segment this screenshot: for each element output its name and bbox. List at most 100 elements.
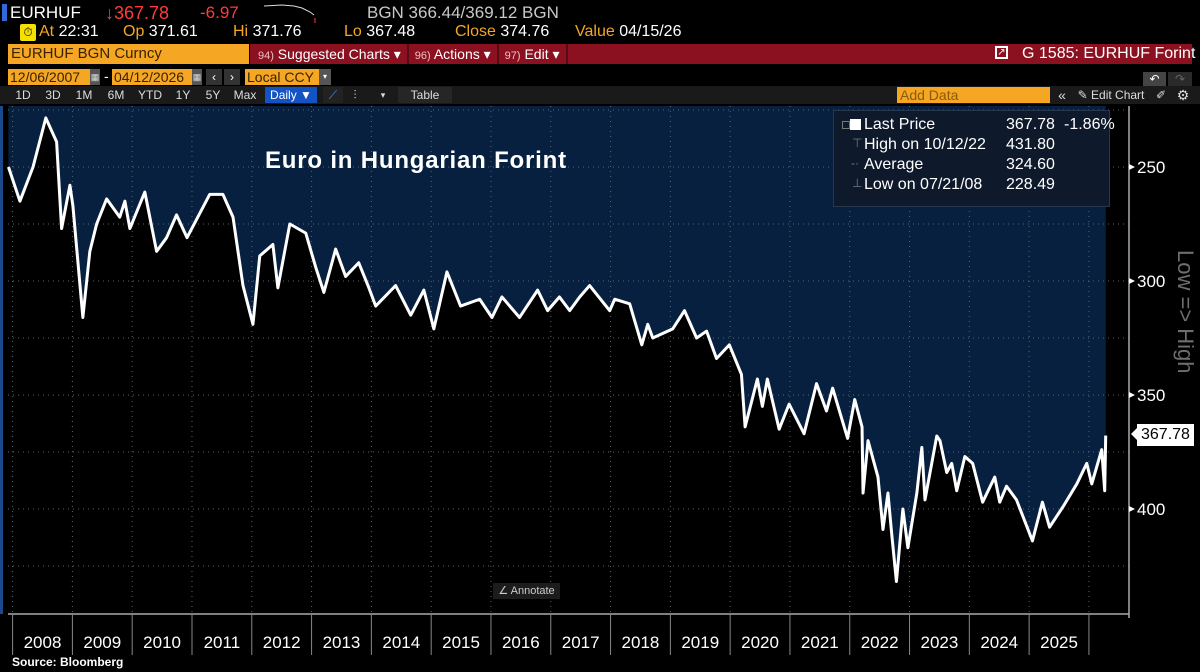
last-price-swatch <box>850 119 861 130</box>
popout-icon[interactable]: ↗ <box>995 46 1008 59</box>
last-value-label: 367.78 <box>1131 424 1194 446</box>
menu-actions[interactable]: 96) Actions ▾ <box>409 44 499 64</box>
legend-value: 431.80 <box>1006 136 1055 153</box>
high-value: 371.76 <box>252 23 302 40</box>
x-tick-label: 2022 <box>861 633 899 652</box>
add-data-input[interactable]: Add Data <box>897 87 1050 103</box>
prev-period-button[interactable]: ‹ <box>206 69 222 85</box>
x-tick-label: 2016 <box>502 633 540 652</box>
collapse-button[interactable]: « <box>1058 87 1066 103</box>
low-value: 367.48 <box>366 23 416 40</box>
high-label: Hi <box>233 23 249 40</box>
legend-value: 228.49 <box>1006 176 1055 193</box>
x-tick-label: 2019 <box>681 633 719 652</box>
line-chart-icon[interactable]: ⟋ <box>323 87 343 103</box>
pencil-icon: ∠ <box>498 585 509 597</box>
chart-title: Euro in Hungarian Forint <box>265 147 567 174</box>
alert-bell-icon[interactable]: ⏱ <box>20 24 36 41</box>
high-marker-icon: ⊤ <box>852 136 863 150</box>
date-separator: - <box>104 68 109 84</box>
start-date-field[interactable]: 12/06/2007 <box>8 69 90 85</box>
chevron-down-icon[interactable]: ▾ <box>380 90 386 100</box>
frequency-select[interactable]: Daily ▼ <box>265 87 317 103</box>
sparkline-icon <box>263 4 316 23</box>
x-tick-label: 2013 <box>323 633 361 652</box>
y-tick-label: 250 <box>1137 158 1165 177</box>
period-max[interactable]: Max <box>233 88 257 102</box>
gear-icon[interactable]: ⚙ <box>1176 87 1190 103</box>
price-line <box>7 116 1108 584</box>
last-price: ↓367.78 <box>105 3 170 23</box>
x-tick-label: 2015 <box>442 633 480 652</box>
low-label: Lo <box>344 23 362 40</box>
ticker-marker <box>2 4 7 21</box>
x-tick-label: 2021 <box>801 633 839 652</box>
x-tick-label: 2024 <box>980 633 1018 652</box>
source-note: Source: Bloomberg <box>12 655 124 669</box>
calendar-icon[interactable]: ▦ <box>90 69 100 85</box>
legend-label: Last Price <box>864 116 936 133</box>
edit-chart-button[interactable]: ✎ Edit Chart <box>1077 88 1145 102</box>
currency-select[interactable]: Local CCY <box>245 69 319 85</box>
y-tick-mark <box>1129 392 1135 398</box>
x-tick-label: 2023 <box>921 633 959 652</box>
redo-icon[interactable]: ↷ <box>1168 72 1192 86</box>
annotate-button[interactable]: ∠ Annotate <box>493 583 560 599</box>
legend-label: Low on 07/21/08 <box>864 176 983 193</box>
y-tick-label: 400 <box>1137 500 1165 519</box>
security-field[interactable]: EURHUF BGN Curncy <box>8 44 249 64</box>
at-label: At <box>39 23 55 40</box>
period-6m[interactable]: 6M <box>107 88 125 102</box>
bid-ask: BGN 366.44/369.12 BGN <box>367 3 559 22</box>
y-tick-mark <box>1129 278 1135 284</box>
chart-legend: Last Price 367.78 -1.86% ⊤ High on 10/12… <box>833 110 1115 207</box>
calendar-icon[interactable]: ▦ <box>192 69 202 85</box>
open-value: 371.61 <box>148 23 198 40</box>
period-1d[interactable]: 1D <box>15 88 31 102</box>
y-tick-label: 350 <box>1137 386 1165 405</box>
period-ytd[interactable]: YTD <box>138 88 162 102</box>
legend-label: Average <box>864 156 924 173</box>
table-button[interactable]: Table <box>398 87 452 103</box>
x-tick-label: 2020 <box>741 633 779 652</box>
y-axis-label: Low => High <box>1173 250 1198 374</box>
undo-icon[interactable]: ↶ <box>1143 72 1166 86</box>
period-1m[interactable]: 1M <box>75 88 93 102</box>
menu-edit[interactable]: 97) Edit ▾ <box>499 44 568 64</box>
open-label: Op <box>123 23 145 40</box>
x-tick-label: 2025 <box>1040 633 1078 652</box>
collapse-legend-icon[interactable] <box>842 121 850 129</box>
legend-value: 324.60 <box>1006 156 1055 173</box>
x-tick-label: 2008 <box>24 633 62 652</box>
at-time: 22:31 <box>58 23 99 40</box>
period-1y[interactable]: 1Y <box>175 88 191 102</box>
x-tick-label: 2018 <box>622 633 660 652</box>
page-title: G 1585: EURHUF Forint <box>1022 45 1196 62</box>
average-marker-icon: -· <box>851 156 859 170</box>
ticker[interactable]: EURHUF <box>10 3 81 22</box>
area-fill <box>8 106 1106 582</box>
x-tick-label: 2012 <box>263 633 301 652</box>
menu-group: 94) Suggested Charts ▾ 96) Actions ▾ 97)… <box>252 44 568 64</box>
chevron-down-icon[interactable]: ▾ <box>319 69 331 85</box>
y-tick-label: 300 <box>1137 272 1165 291</box>
menu-suggested-charts[interactable]: 94) Suggested Charts ▾ <box>252 44 409 64</box>
low-marker-icon: ⊥ <box>852 176 863 190</box>
draw-tool-icon[interactable]: ✐ <box>1155 88 1167 102</box>
period-5y[interactable]: 5Y <box>205 88 221 102</box>
value-date: 04/15/26 <box>619 23 682 40</box>
next-period-button[interactable]: › <box>224 69 240 85</box>
x-tick-label: 2010 <box>143 633 181 652</box>
legend-label: High on 10/12/22 <box>864 136 986 153</box>
legend-change: -1.86% <box>1064 116 1115 133</box>
legend-value: 367.78 <box>1006 116 1055 133</box>
plot-left-border <box>0 106 3 614</box>
y-tick-mark <box>1129 164 1135 170</box>
value-date-label: Value <box>575 23 615 40</box>
y-tick-mark <box>1129 506 1135 512</box>
bar-chart-icon[interactable]: ⫶ <box>353 88 357 102</box>
close-value: 374.76 <box>500 23 550 40</box>
pencil-icon: ✎ <box>1077 88 1088 102</box>
period-3d[interactable]: 3D <box>45 88 61 102</box>
end-date-field[interactable]: 04/12/2026 <box>112 69 192 85</box>
